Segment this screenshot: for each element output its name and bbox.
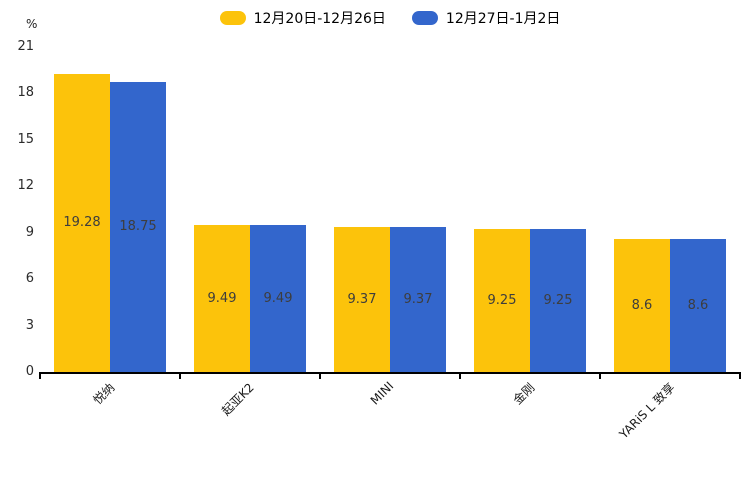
- y-tick-label: 12: [17, 178, 34, 194]
- bar-value-label: 19.28: [63, 215, 101, 231]
- legend-item-0[interactable]: 12月20日-12月26日: [219, 8, 386, 28]
- x-tick-label-1: 起亚K2: [219, 380, 258, 419]
- bar-value-label: 9.49: [207, 291, 237, 307]
- y-tick-label: 9: [25, 224, 34, 240]
- legend-swatch-icon: [219, 11, 246, 25]
- bar-series1-3[interactable]: 9.25: [474, 228, 530, 372]
- bar-value-label: 9.37: [347, 291, 377, 307]
- bar-series2-2[interactable]: 9.37: [390, 226, 446, 372]
- x-tick-label-4: YARiS L 致享: [616, 380, 678, 442]
- legend-swatch-icon: [411, 11, 438, 25]
- x-axis-tick: [599, 372, 601, 379]
- bar-series2-3[interactable]: 9.25: [530, 228, 586, 372]
- bar-series1-2[interactable]: 9.37: [334, 226, 390, 372]
- bar-series2-1[interactable]: 9.49: [250, 225, 306, 372]
- x-tick-label-0: 悦纳: [90, 380, 118, 408]
- x-axis-tick: [739, 372, 741, 379]
- y-tick-label: 6: [25, 271, 34, 287]
- bar-series1-4[interactable]: 8.6: [614, 238, 670, 372]
- y-axis-unit-label: %: [26, 17, 38, 31]
- bar-value-label: 9.25: [543, 292, 573, 308]
- x-axis-tick: [319, 372, 321, 379]
- bar-series2-4[interactable]: 8.6: [670, 238, 726, 372]
- bar-value-label: 8.6: [631, 297, 653, 313]
- x-axis-line: [40, 372, 740, 374]
- y-tick-label: 0: [25, 364, 34, 379]
- y-tick-label: 3: [25, 317, 34, 333]
- bar-series2-0[interactable]: 18.75: [110, 81, 166, 372]
- bar-value-label: 9.25: [487, 292, 517, 308]
- legend-item-1[interactable]: 12月27日-1月2日: [411, 8, 561, 28]
- y-tick-label: 15: [17, 131, 34, 147]
- x-tick-label-2: MINI: [367, 379, 396, 408]
- x-tick-label-3: 金刚: [510, 380, 538, 408]
- bar-value-label: 9.49: [263, 291, 293, 307]
- x-axis-tick: [179, 372, 181, 379]
- bar-series1-0[interactable]: 19.28: [54, 73, 110, 372]
- legend-item-label: 12月27日-1月2日: [445, 11, 561, 27]
- legend: 12月20日-12月26日 12月27日-1月2日: [36, 8, 744, 28]
- y-tick-label: 21: [17, 39, 34, 54]
- legend-item-label: 12月20日-12月26日: [253, 11, 386, 27]
- x-axis-tick: [39, 372, 41, 379]
- bar-value-label: 9.37: [403, 291, 433, 307]
- bar-value-label: 8.6: [687, 297, 709, 313]
- bar-series1-1[interactable]: 9.49: [194, 225, 250, 372]
- x-axis-tick: [459, 372, 461, 379]
- bar-value-label: 18.75: [119, 219, 157, 235]
- y-tick-label: 18: [17, 85, 34, 101]
